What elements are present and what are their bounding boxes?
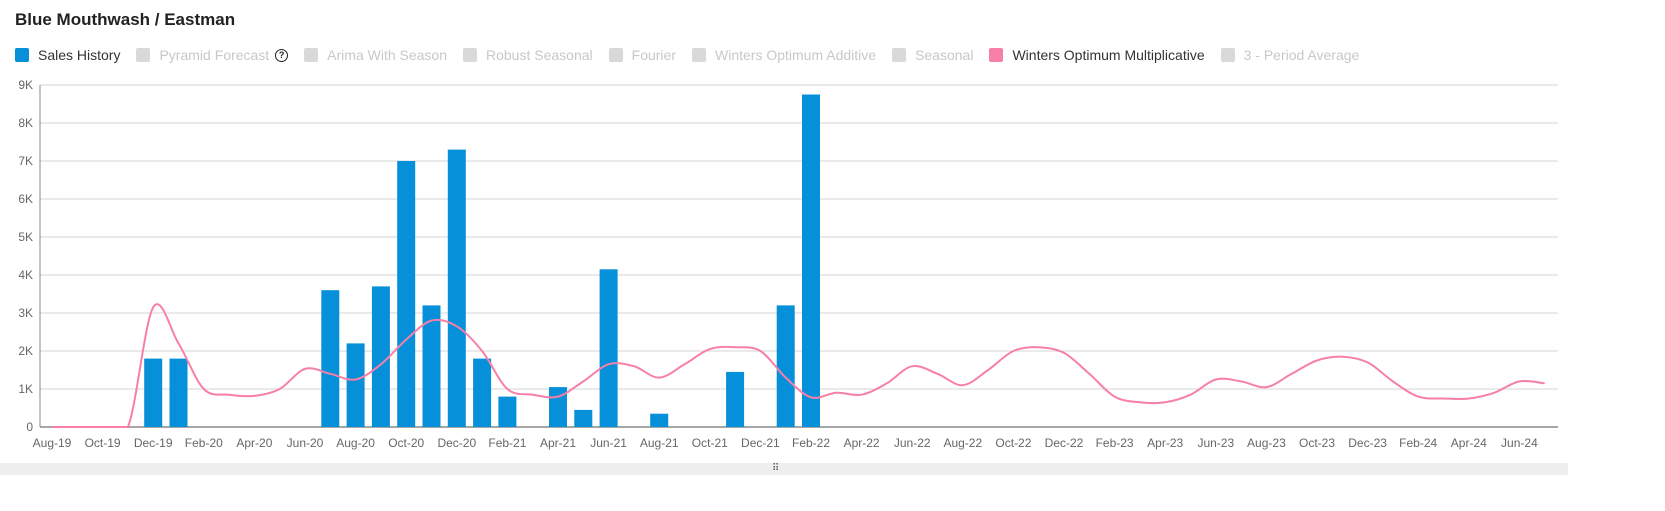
legend-swatch	[15, 48, 29, 62]
legend-item-winters-optimum-multiplicative[interactable]: Winters Optimum Multiplicative	[989, 47, 1205, 63]
legend-item-fourier[interactable]: Fourier	[608, 47, 676, 63]
sales-bar-Aug-21	[650, 413, 669, 427]
legend-item-winters-optimum-additive[interactable]: Winters Optimum Additive	[692, 47, 876, 63]
x-tick-label: Oct-20	[388, 436, 424, 450]
winters-multiplicative-line	[52, 303, 1545, 428]
x-tick-label: Oct-22	[995, 436, 1031, 450]
legend-item-pyramid-forecast[interactable]: Pyramid Forecast?	[136, 47, 289, 63]
legend-swatch	[136, 48, 151, 62]
x-tick-label: Oct-23	[1299, 436, 1335, 450]
sales-bar-May-21	[574, 409, 593, 427]
sales-bar-Nov-20	[422, 305, 441, 427]
legend-swatch	[608, 48, 623, 62]
legend-label: Robust Seasonal	[486, 47, 593, 63]
sales-bar-Oct-20	[397, 161, 416, 427]
legend-label: 3 - Period Average	[1243, 47, 1360, 63]
x-tick-label: Feb-20	[185, 436, 223, 450]
x-tick-label: Jun-23	[1197, 436, 1234, 450]
y-tick-label: 1K	[18, 382, 33, 396]
x-tick-label: Dec-23	[1348, 436, 1387, 450]
sales-bar-Jan-20	[169, 358, 188, 427]
sales-bar-Jan-21	[473, 358, 492, 427]
y-tick-label: 9K	[18, 78, 33, 92]
x-tick-label: Feb-21	[488, 436, 526, 450]
legend-swatch	[1220, 48, 1235, 62]
x-tick-label: Jun-20	[287, 436, 324, 450]
x-tick-label: Aug-19	[33, 436, 72, 450]
y-tick-label: 0	[26, 420, 33, 434]
resize-bar[interactable]: ⠿	[0, 463, 1568, 475]
x-tick-label: Jun-21	[590, 436, 627, 450]
legend-label: Pyramid Forecast	[159, 47, 270, 63]
x-tick-label: Aug-20	[336, 436, 375, 450]
sales-bar-Dec-20	[447, 149, 466, 427]
help-icon[interactable]: ?	[275, 48, 289, 62]
legend-swatch	[304, 48, 319, 62]
sales-bar-Aug-20	[346, 343, 365, 427]
x-tick-label: Jun-24	[1501, 436, 1538, 450]
chart-legend: Sales History Pyramid Forecast? Arima With…	[15, 47, 1375, 63]
x-tick-label: Feb-23	[1096, 436, 1134, 450]
y-tick-label: 4K	[18, 268, 33, 282]
x-tick-label: Feb-24	[1399, 436, 1437, 450]
sales-bar-Dec-19	[144, 358, 163, 427]
sales-bar-Jan-22	[776, 305, 795, 427]
x-tick-label: Oct-19	[85, 436, 121, 450]
legend-label: Winters Optimum Multiplicative	[1012, 47, 1205, 63]
legend-item-arima-with-season[interactable]: Arima With Season	[304, 47, 447, 63]
x-tick-label: Apr-21	[540, 436, 576, 450]
x-tick-label: Dec-21	[741, 436, 780, 450]
sales-bar-Jun-21	[599, 269, 618, 427]
x-tick-label: Feb-22	[792, 436, 830, 450]
x-tick-label: Aug-22	[943, 436, 982, 450]
y-tick-label: 6K	[18, 192, 33, 206]
legend-label: Sales History	[38, 47, 121, 63]
x-tick-label: Dec-19	[134, 436, 173, 450]
legend-item-seasonal[interactable]: Seasonal	[892, 47, 973, 63]
legend-item-3-period-average[interactable]: 3 - Period Average	[1220, 47, 1360, 63]
y-tick-label: 5K	[18, 230, 33, 244]
y-tick-label: 3K	[18, 306, 33, 320]
legend-swatch	[692, 48, 706, 62]
legend-item-robust-seasonal[interactable]: Robust Seasonal	[463, 47, 593, 63]
drag-handle-icon[interactable]: ⠿	[772, 463, 779, 474]
legend-label: Seasonal	[915, 47, 974, 63]
chart-area: 0 1K 2K 3K 4K 5K 6K 7K 8K 9K Aug-19 Oct-19 Dec-19 Feb…	[18, 78, 1558, 450]
legend-label: Arima With Season	[327, 47, 447, 63]
sales-bar-Jul-20	[321, 290, 340, 427]
sales-bar-Feb-22	[802, 94, 820, 427]
chart-title: Blue Mouthwash / Eastman	[15, 10, 236, 29]
sales-bar-Nov-21	[726, 371, 745, 427]
x-tick-label: Apr-23	[1147, 436, 1183, 450]
x-tick-label: Oct-21	[692, 436, 728, 450]
legend-label: Fourier	[631, 47, 676, 63]
y-tick-label: 7K	[18, 154, 33, 168]
sales-bar-Sep-20	[371, 286, 390, 427]
x-tick-label: Aug-23	[1247, 436, 1286, 450]
x-tick-label: Dec-22	[1045, 436, 1084, 450]
x-tick-label: Apr-22	[844, 436, 880, 450]
x-tick-label: Jun-22	[894, 436, 931, 450]
x-tick-label: Dec-20	[437, 436, 476, 450]
legend-swatch	[892, 48, 907, 62]
y-tick-label: 2K	[18, 344, 33, 358]
legend-label: Winters Optimum Additive	[715, 47, 877, 63]
legend-item-sales-history[interactable]: Sales History	[15, 47, 120, 63]
sales-bar-Feb-21	[498, 396, 517, 427]
x-tick-label: Apr-20	[236, 436, 272, 450]
x-tick-label: Aug-21	[640, 436, 679, 450]
x-tick-label: Apr-24	[1451, 436, 1487, 450]
y-tick-label: 8K	[18, 116, 33, 130]
legend-swatch	[463, 48, 477, 62]
legend-swatch	[989, 48, 1004, 62]
